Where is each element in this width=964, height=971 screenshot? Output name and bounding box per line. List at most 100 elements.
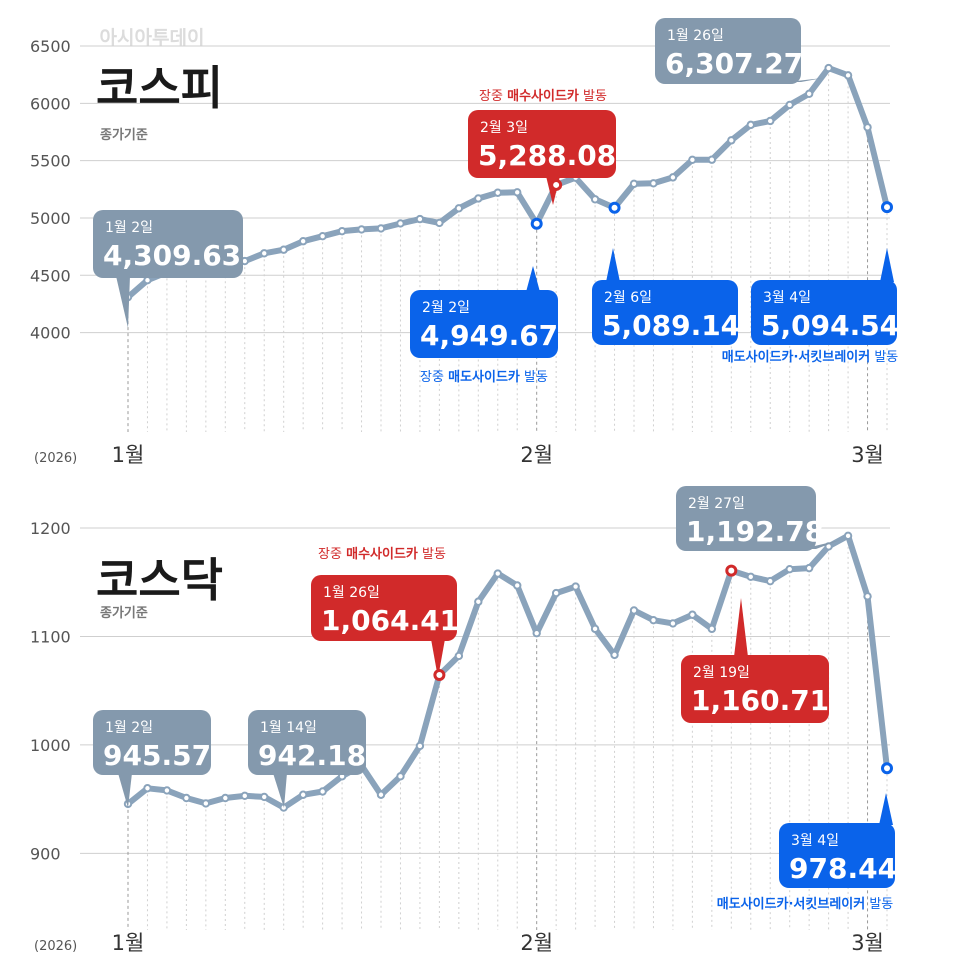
callout-box [248, 710, 366, 775]
data-point [766, 576, 775, 586]
callout-date: 1월 2일 [105, 720, 153, 736]
y-tick-label: 1000 [30, 736, 71, 755]
data-point [493, 188, 502, 197]
note-suffix: 발동 [579, 89, 607, 104]
data-point [513, 581, 522, 590]
x-tick-label: 3월 [851, 443, 884, 467]
callout-tail [879, 793, 893, 825]
data-point [843, 531, 853, 541]
data-point [590, 195, 600, 204]
highlight-point [433, 669, 446, 682]
data-point [668, 173, 678, 182]
series-line [125, 65, 890, 301]
callout-value: 945.57 [103, 739, 211, 772]
data-point [221, 793, 230, 803]
callout-box [779, 823, 895, 888]
data-point [688, 610, 697, 619]
x-tick-label: 1월 [112, 931, 145, 955]
callout-gray: 2월 27일 1,192.78 [676, 486, 840, 551]
callout-blue: 3월 4일 978.44 매도사이드카·서킷브레이커 발동 [717, 762, 897, 912]
callout-red: 1월 26일 1,064.41 장중 매수사이드카 발동 [311, 546, 459, 682]
data-point [746, 572, 755, 581]
callout-box [311, 575, 457, 641]
series-line [125, 532, 890, 811]
y-tick-label: 5000 [30, 209, 71, 228]
data-point [649, 615, 658, 625]
chart-subtitle: 종가기준 [100, 128, 148, 143]
callout-value: 5,089.14 [602, 309, 740, 342]
data-point [318, 231, 327, 241]
data-point [240, 791, 249, 801]
data-point [804, 89, 814, 99]
note-prefix: 장중 [318, 547, 346, 562]
note-bold: 매도사이드카 [448, 369, 520, 385]
y-tick-label: 1200 [30, 519, 71, 538]
data-point [396, 772, 405, 781]
data-point [707, 155, 717, 164]
data-point [493, 569, 502, 578]
callout-red: 2월 19일 1,160.71 [681, 564, 829, 723]
data-point [454, 204, 464, 213]
callout-blue: 2월 2일 4,949.67 장중 매도사이드카 발동 [410, 217, 558, 385]
data-point [162, 786, 172, 795]
data-point [629, 606, 639, 615]
callout-blue: 2월 6일 5,089.14 [592, 201, 740, 345]
callout-tail [273, 773, 287, 808]
data-point [727, 136, 736, 145]
data-point [766, 116, 775, 126]
data-point [298, 790, 308, 799]
note-bold: 매수사이드카 [346, 546, 418, 562]
data-point [337, 226, 347, 236]
x-tick-label: 2월 [520, 443, 553, 467]
data-point [551, 588, 561, 598]
callout-tail [734, 598, 748, 657]
data-point [318, 787, 327, 796]
highlight-point [881, 762, 893, 775]
y-tick-label: 900 [30, 844, 61, 863]
callout-note: 장중 매수사이드카 발동 [479, 88, 607, 104]
callout-box [468, 110, 616, 178]
callout-value: 1,192.78 [686, 515, 824, 548]
note-suffix: 발동 [865, 897, 893, 912]
highlight-point [725, 564, 738, 577]
data-point [454, 651, 464, 661]
data-point [376, 790, 386, 799]
callout-box [681, 655, 829, 723]
callout-tail [118, 773, 132, 808]
data-point [843, 71, 853, 80]
callout-gray: 1월 2일 4,309.63 [93, 210, 243, 328]
callout-date: 2월 3일 [480, 120, 528, 136]
year-label: (2026) [34, 939, 77, 954]
callout-date: 2월 6일 [604, 290, 652, 306]
note-bold: 매도사이드카·서킷브레이커 [722, 349, 870, 365]
callout-date: 3월 4일 [763, 290, 811, 306]
callout-note: 매도사이드카·서킷브레이커 발동 [717, 896, 894, 912]
source-watermark: 아시아투데이 [100, 27, 205, 49]
callout-value: 6,307.27 [665, 47, 803, 80]
note-bold: 매수사이드카 [507, 88, 579, 104]
highlight-point [608, 201, 621, 214]
data-point [435, 218, 444, 228]
data-point [260, 792, 269, 802]
callout-tail [116, 276, 130, 328]
data-point [824, 63, 833, 73]
year-label: (2026) [34, 451, 77, 466]
callout-value: 978.44 [789, 852, 897, 885]
data-point [590, 624, 600, 634]
data-point [863, 123, 872, 132]
callout-date: 1월 26일 [323, 585, 380, 601]
callout-value: 5,288.08 [478, 139, 616, 172]
data-point [474, 597, 483, 606]
note-prefix: 장중 [420, 370, 448, 385]
data-point [707, 624, 717, 634]
callout-tail [526, 266, 540, 292]
y-tick-label: 1100 [30, 627, 71, 646]
chart-subtitle: 종가기준 [100, 606, 148, 621]
data-point [532, 628, 541, 638]
data-point [415, 214, 425, 224]
data-point [474, 194, 483, 203]
callout-value: 942.18 [258, 739, 366, 772]
